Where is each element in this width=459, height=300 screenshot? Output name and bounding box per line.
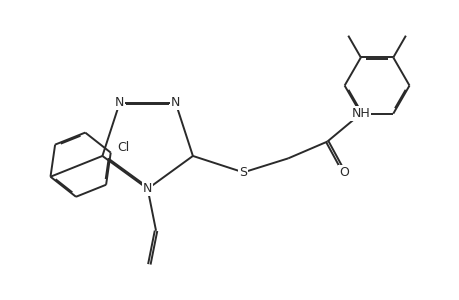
Text: Cl: Cl [118, 141, 129, 154]
Text: N: N [115, 96, 124, 109]
Text: O: O [338, 166, 348, 179]
Text: S: S [239, 166, 247, 179]
Text: N: N [171, 96, 180, 109]
Text: NH: NH [351, 107, 369, 120]
Text: N: N [143, 182, 152, 195]
